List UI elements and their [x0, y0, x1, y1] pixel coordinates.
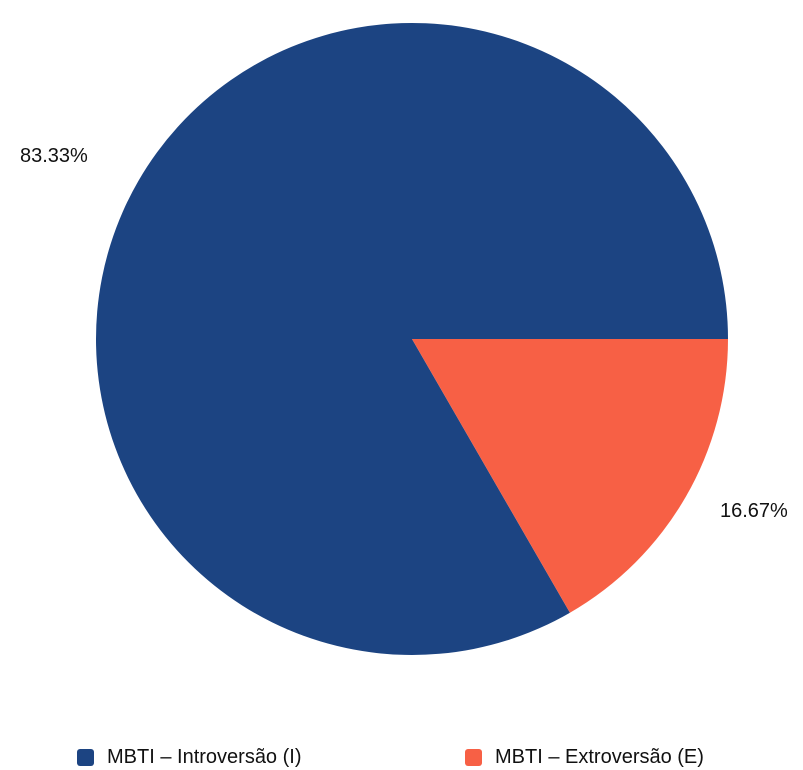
- pie-label-introversao: 83.33%: [20, 145, 88, 167]
- legend-label-extroversao: MBTI – Extroversão (E): [495, 746, 704, 768]
- legend-swatch-extroversao: [465, 748, 482, 766]
- legend-item-extroversao[interactable]: MBTI – Extroversão (E): [465, 745, 704, 769]
- chart-legend: MBTI – Introversão (I) MBTI – Extroversã…: [0, 738, 803, 770]
- pie-labels: 83.33% 16.67%: [20, 145, 788, 522]
- pie-label-extroversao: 16.67%: [720, 500, 788, 522]
- legend-swatch-introversao: [77, 748, 94, 766]
- legend-item-introversao[interactable]: MBTI – Introversão (I): [77, 745, 302, 769]
- pie-slice-extroversao[interactable]: [412, 339, 728, 613]
- legend-label-introversao: MBTI – Introversão (I): [107, 746, 302, 768]
- pie-slice-introversao[interactable]: [96, 23, 729, 656]
- pie-slices: [96, 23, 729, 656]
